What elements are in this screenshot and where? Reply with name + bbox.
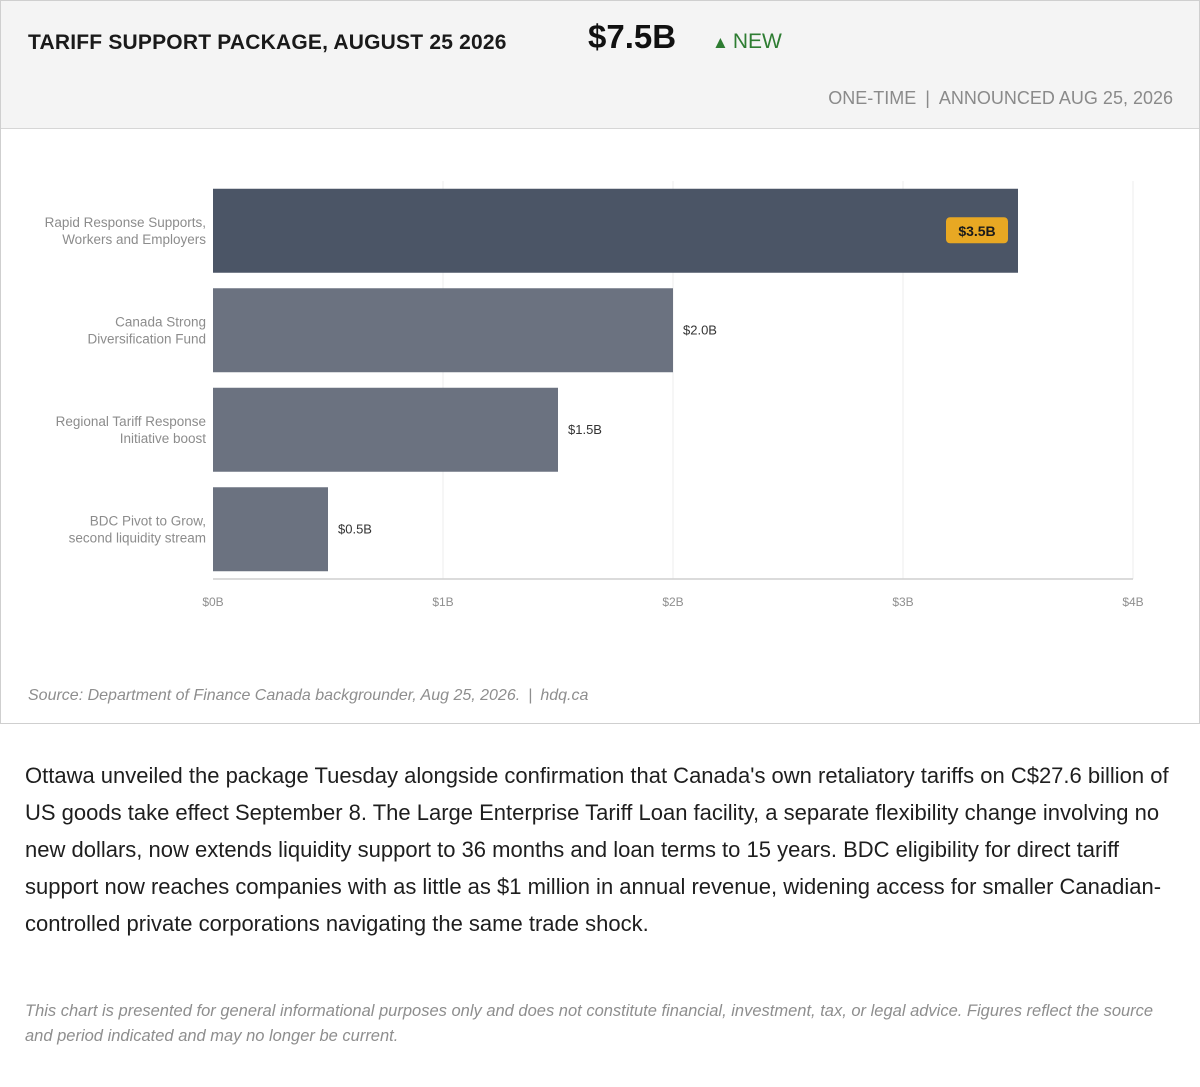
bar-chart: $0B $1B $2B $3B $4B Rapid Response Supports, W…: [1, 129, 1199, 659]
category-label: Initiative boost: [120, 431, 207, 446]
meta-one-time: ONE-TIME: [828, 88, 917, 108]
bar: [213, 288, 673, 373]
new-badge: ▲ NEW: [712, 30, 782, 54]
disclaimer: This chart is presented for general info…: [25, 1002, 1154, 1045]
category-label: second liquidity stream: [69, 530, 206, 545]
article-paragraph: Ottawa unveiled the package Tuesday alon…: [25, 763, 1169, 936]
x-tick-label: $1B: [432, 595, 453, 609]
package-total: $7.5B: [588, 18, 677, 55]
x-tick-label: $2B: [662, 595, 683, 609]
data-label: $2.0B: [683, 322, 717, 337]
meta-separator: |: [925, 88, 930, 108]
x-tick-label: $0B: [202, 595, 223, 609]
bar: [213, 387, 558, 472]
source-text: Source: Department of Finance Canada bac…: [28, 687, 521, 704]
value-label-badge: [946, 217, 1008, 244]
category-label: Rapid Response Supports,: [45, 215, 206, 230]
new-badge-label: NEW: [732, 30, 782, 53]
category-label: BDC Pivot to Grow,: [90, 513, 206, 528]
data-label: $0.5B: [338, 521, 372, 536]
bar: [213, 188, 1018, 273]
package-meta: ONE-TIME | ANNOUNCED AUG 25, 2026: [828, 88, 1173, 109]
card-header: TARIFF SUPPORT PACKAGE, AUGUST 25 2026 $…: [1, 1, 1199, 129]
source-site-link[interactable]: hdq.ca: [540, 687, 589, 704]
x-tick-label: $4B: [1122, 595, 1143, 609]
source-separator: |: [528, 687, 533, 704]
up-arrow-icon: ▲: [712, 33, 729, 52]
category-label: Diversification Fund: [87, 331, 206, 346]
meta-announced: ANNOUNCED AUG 25, 2026: [938, 88, 1173, 108]
source-line: Source: Department of Finance Canada bac…: [28, 687, 588, 705]
bar: [213, 487, 328, 572]
category-label: Workers and Employers: [62, 232, 206, 247]
data-label: $3.5B: [958, 223, 995, 239]
package-title: TARIFF SUPPORT PACKAGE, AUGUST 25 2026: [28, 31, 507, 54]
data-label: $1.5B: [568, 422, 602, 437]
category-label: Canada Strong: [115, 314, 206, 329]
chart-card: TARIFF SUPPORT PACKAGE, AUGUST 25 2026 $…: [0, 0, 1200, 724]
bar-chart-svg: $0B $1B $2B $3B $4B Rapid Response Supports, W…: [45, 181, 1144, 609]
category-label: Regional Tariff Response: [56, 414, 206, 429]
x-tick-label: $3B: [892, 595, 913, 609]
